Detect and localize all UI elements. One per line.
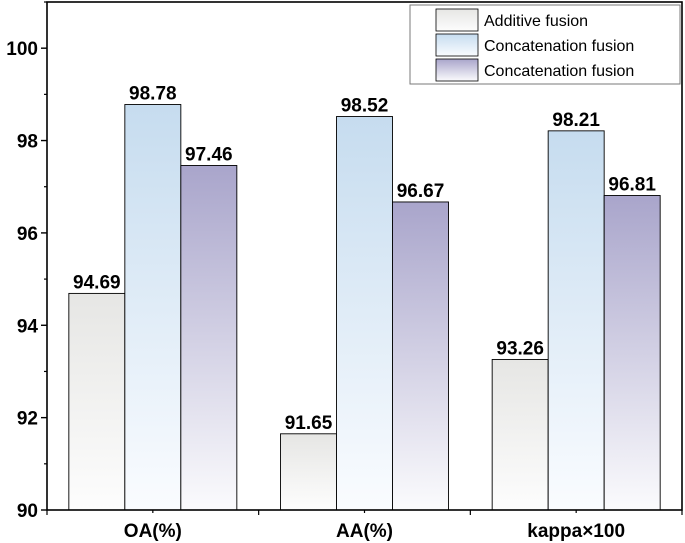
y-tick-label: 92 xyxy=(17,409,38,430)
x-category-label-aa: AA(%) xyxy=(336,521,393,542)
y-tick-label: 96 xyxy=(17,224,38,245)
bar-oa-series-3 xyxy=(180,165,238,511)
y-tick-label: 94 xyxy=(17,316,39,337)
legend-label-concatenation-fusion-1: Concatenation fusion xyxy=(484,38,634,55)
y-tick-label: 100 xyxy=(6,39,38,60)
bar-oa-series-1 xyxy=(68,292,126,511)
legend-swatch-concatenation-fusion-1 xyxy=(435,33,479,57)
legend-swatch-concatenation-fusion-2 xyxy=(435,58,479,82)
bar-kappa-100-series-1 xyxy=(491,358,549,511)
bar-kappa-100-series-2 xyxy=(547,130,605,511)
data-label-kappa-100-series-1: 93.26 xyxy=(496,338,544,359)
data-labels-group: 94.69 98.78 97.46 91.65 98.52 96.67 93.26 98.21… xyxy=(73,84,656,434)
data-label-kappa-100-series-2: 98.21 xyxy=(552,110,600,131)
x-axis: OA(%) AA(%) kappa×100 xyxy=(46,510,683,542)
legend-entry-concatenation-fusion-1: Concatenation fusion xyxy=(435,33,634,57)
bars-group xyxy=(68,104,661,511)
data-label-kappa-100-series-3: 96.81 xyxy=(608,175,656,196)
x-category-label-oa: OA(%) xyxy=(124,521,182,542)
data-label-oa-series-2: 98.78 xyxy=(129,84,177,105)
bar-kappa-100-series-3 xyxy=(603,195,661,511)
legend: Additive fusion Concatenation fusion Con… xyxy=(409,4,681,85)
legend-entry-concatenation-fusion-2: Concatenation fusion xyxy=(435,58,634,82)
data-label-aa-series-2: 98.52 xyxy=(341,96,389,117)
legend-label-additive-fusion: Additive fusion xyxy=(484,13,588,30)
data-label-oa-series-1: 94.69 xyxy=(73,272,121,293)
legend-label-concatenation-fusion-2: Concatenation fusion xyxy=(484,63,634,80)
bar-aa-series-1 xyxy=(280,433,337,511)
y-axis: 90 92 94 96 98 100 xyxy=(6,1,47,522)
data-label-aa-series-1: 91.65 xyxy=(285,413,333,434)
data-label-oa-series-3: 97.46 xyxy=(185,144,233,165)
legend-entry-additive-fusion: Additive fusion xyxy=(435,8,588,32)
data-label-aa-series-3: 96.67 xyxy=(397,181,445,202)
bar-aa-series-3 xyxy=(392,201,449,511)
y-tick-label: 90 xyxy=(17,501,38,522)
y-tick-label: 98 xyxy=(17,132,38,153)
legend-swatch-additive-fusion xyxy=(435,8,479,32)
bar-oa-series-2 xyxy=(124,104,182,511)
x-category-label-kappa-100: kappa×100 xyxy=(527,521,625,542)
bar-aa-series-2 xyxy=(336,116,393,511)
